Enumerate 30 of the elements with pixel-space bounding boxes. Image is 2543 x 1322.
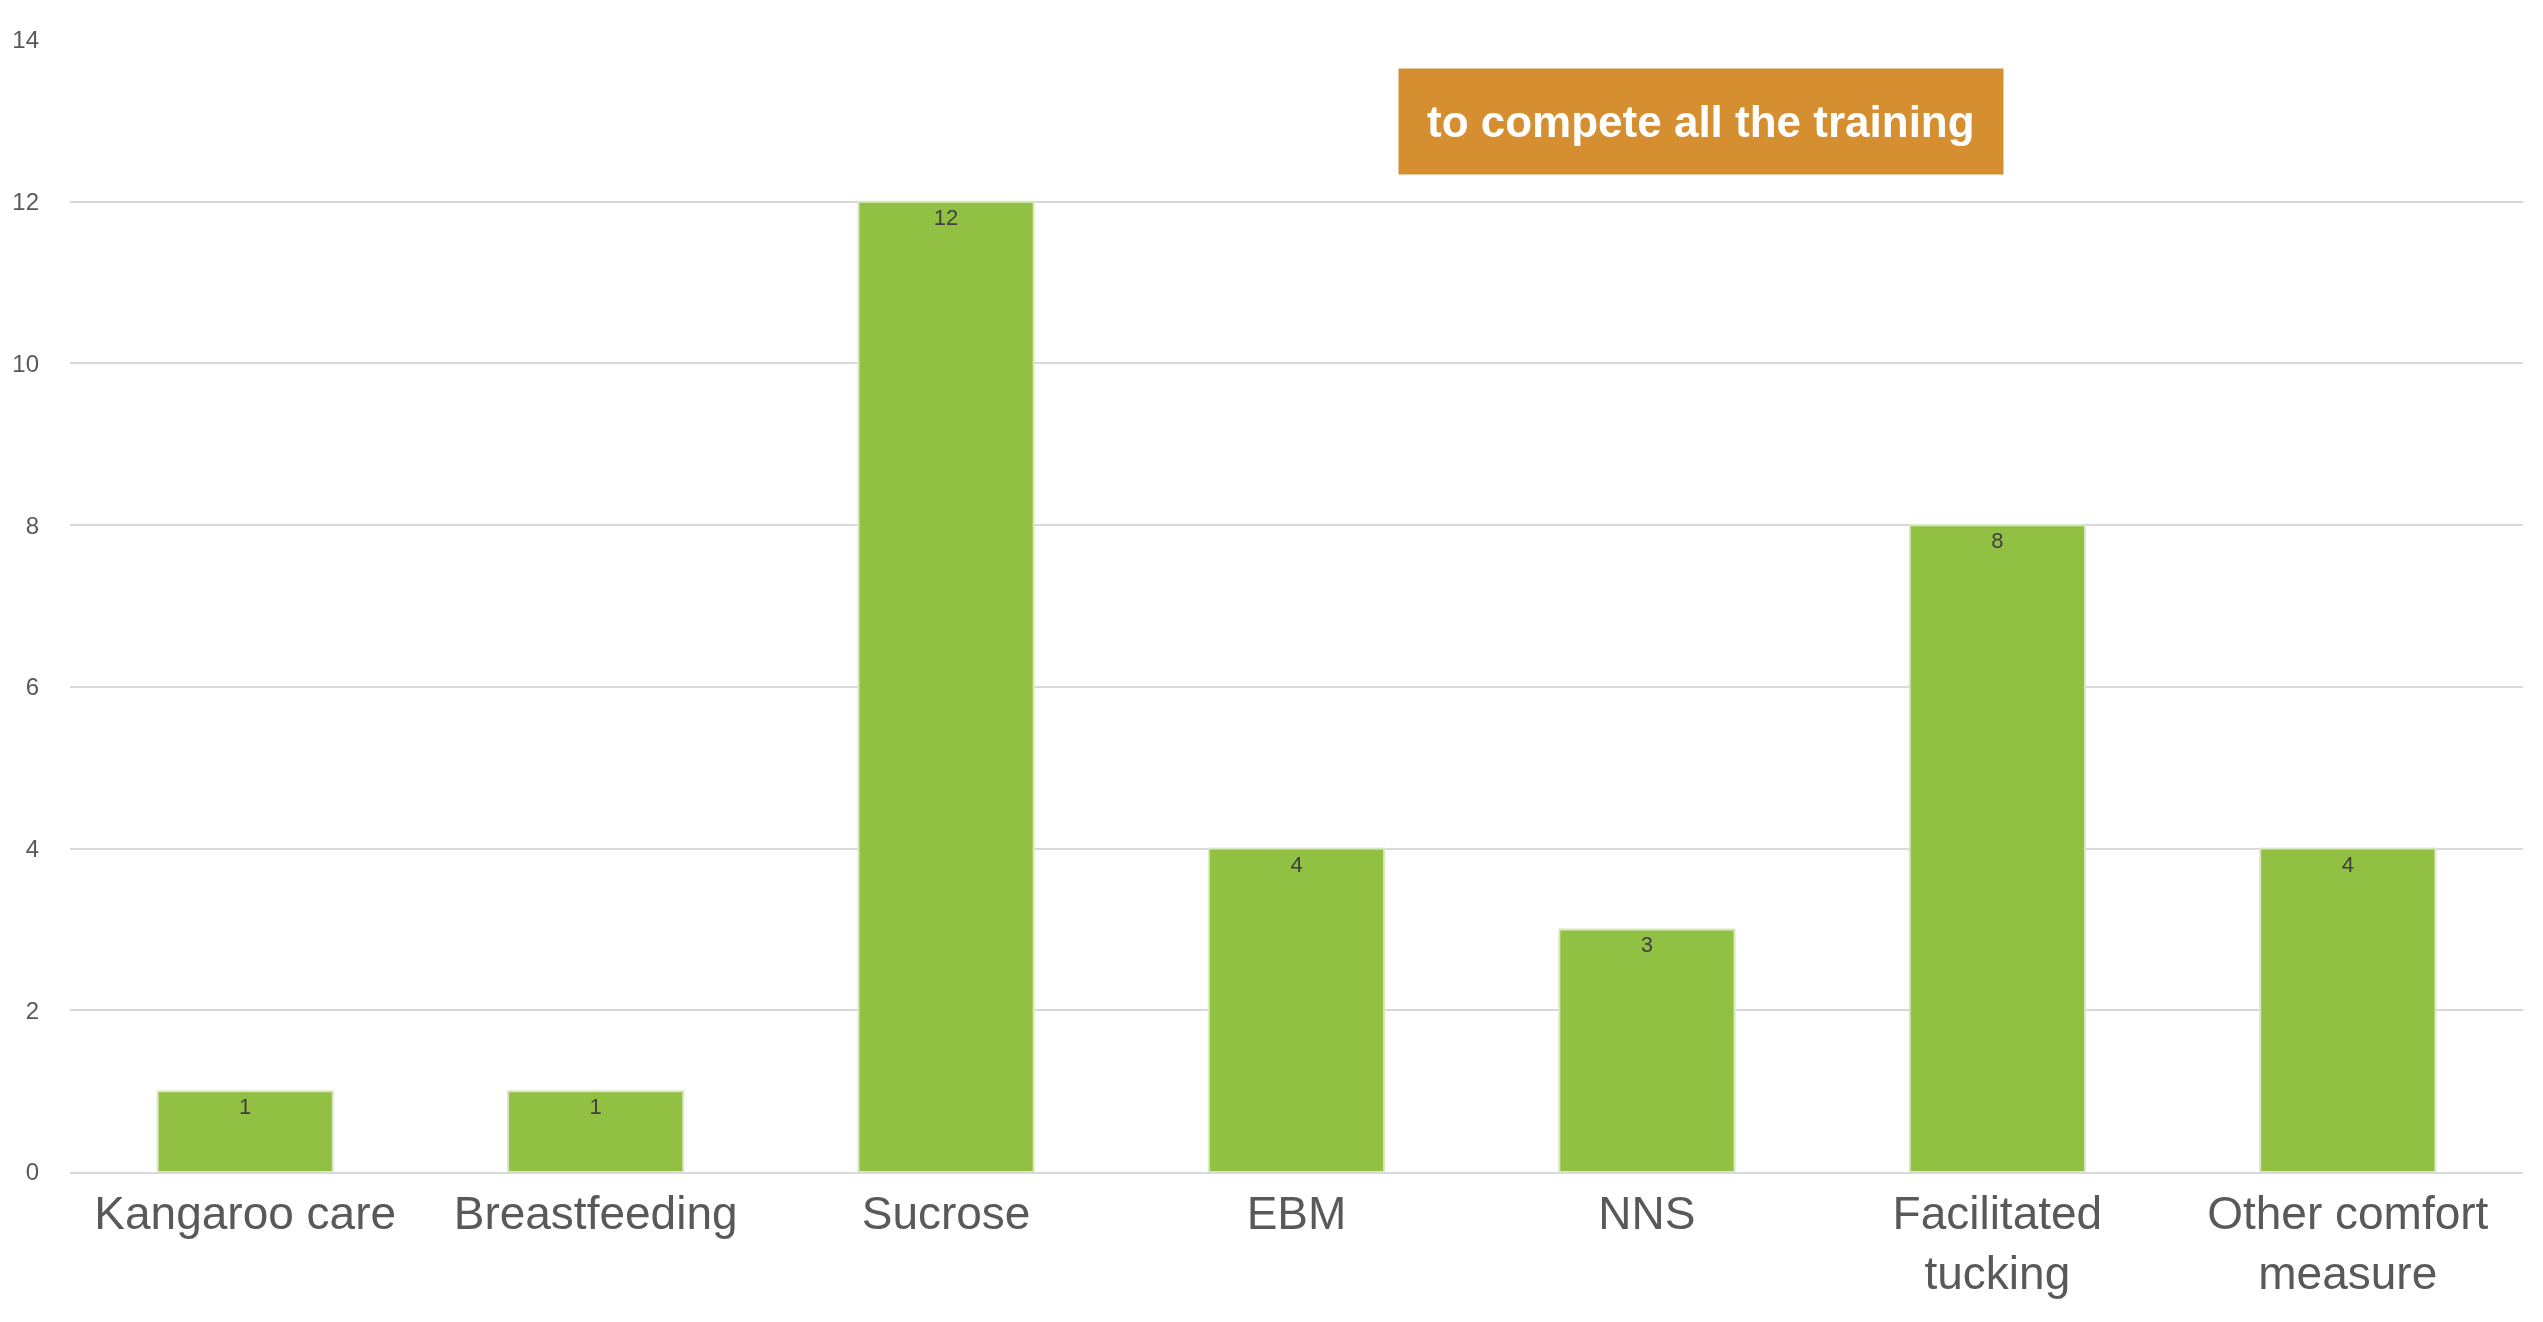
bar [1558,928,1736,1172]
data-label: 1 [589,1094,602,1120]
x-tick-label: Facilitated tucking [1892,1187,2103,1299]
x-tick-label: Other comfort measure [2207,1187,2489,1299]
bar [507,1090,685,1172]
y-tick-label: 4 [25,834,39,862]
bar [1207,847,1386,1172]
bar [156,1090,334,1172]
bar [1908,524,2086,1172]
data-label: 12 [933,204,959,230]
bar [857,200,1035,1172]
data-label: 1 [239,1094,252,1120]
x-tick-label: EBM [1246,1187,1347,1240]
x-tick-label: Breastfeeding [453,1187,738,1240]
data-label: 4 [2341,851,2354,877]
y-tick-label: 12 [12,188,39,216]
data-label: 3 [1640,932,1654,958]
y-tick-label: 10 [12,349,39,377]
x-tick-label: Kangaroo care [94,1187,397,1240]
data-label: 4 [1290,851,1303,877]
data-label: 8 [1991,528,2004,554]
x-tick-label: NNS [1598,1187,1696,1240]
y-tick-label: 8 [25,511,39,539]
y-tick-label: 14 [12,26,39,54]
y-tick-label: 6 [25,673,39,701]
y-tick-label: 2 [25,996,39,1024]
bar [2259,847,2437,1172]
annotation: to compete all the training [1427,97,1975,146]
x-tick-label: Sucrose [861,1187,1031,1240]
y-tick-label: 0 [25,1158,39,1186]
